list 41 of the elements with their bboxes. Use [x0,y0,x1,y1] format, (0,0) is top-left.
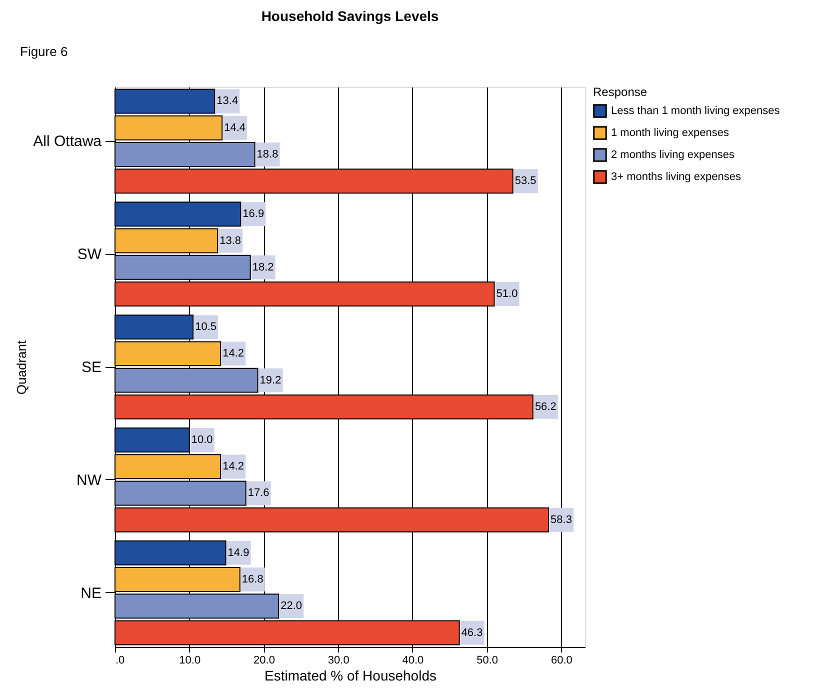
data-label: 18.2 [252,261,274,274]
x-tick-label: 20.0 [254,654,275,666]
y-axis-title: Quadrant [14,340,30,395]
caption: Figure 6 [20,44,68,59]
legend-label: 2 months living expenses [611,149,736,161]
data-label: 10.0 [191,434,213,446]
x-axis-title: Estimated % of Households [264,668,436,684]
legend-label: 1 month living expenses [611,127,730,139]
x-tick-label: 50.0 [476,654,498,666]
data-label: 16.8 [242,573,264,586]
x-tick-label: 60.0 [550,654,572,666]
data-label: 14.2 [222,348,244,360]
data-label: 13.8 [220,234,242,247]
x-tick-label: .0 [116,654,125,666]
data-label: 46.3 [461,626,483,639]
legend-label: Less than 1 month living expenses [611,105,780,117]
y-tick-label: SE [81,359,102,376]
x-tick-label: 10.0 [179,654,201,666]
legend-label: 3+ months living expenses [611,171,742,183]
data-label: 13.4 [216,95,238,108]
data-label: 58.3 [550,514,572,526]
data-label: 17.6 [248,487,270,500]
data-label: 53.5 [514,175,536,188]
y-tick-label: All Ottawa [33,133,102,150]
data-label: 18.8 [256,148,278,161]
y-tick-label: NW [76,472,102,489]
chart-title: Household Savings Levels [261,8,439,24]
legend-title: Response [593,85,648,99]
data-label: 19.2 [260,374,282,386]
data-label: 22.0 [280,600,302,612]
data-label: 14.4 [224,122,246,134]
data-label: 14.9 [228,546,250,559]
data-label: 51.0 [496,288,518,300]
y-tick-label: NE [80,584,102,602]
data-label: 16.9 [242,208,264,220]
data-label: 56.2 [534,400,556,413]
data-label: 10.5 [195,321,217,334]
data-label: 14.2 [222,460,244,473]
y-tick-label: SW [77,246,102,264]
x-tick-label: 40.0 [402,654,424,666]
x-tick-label: 30.0 [328,654,350,666]
